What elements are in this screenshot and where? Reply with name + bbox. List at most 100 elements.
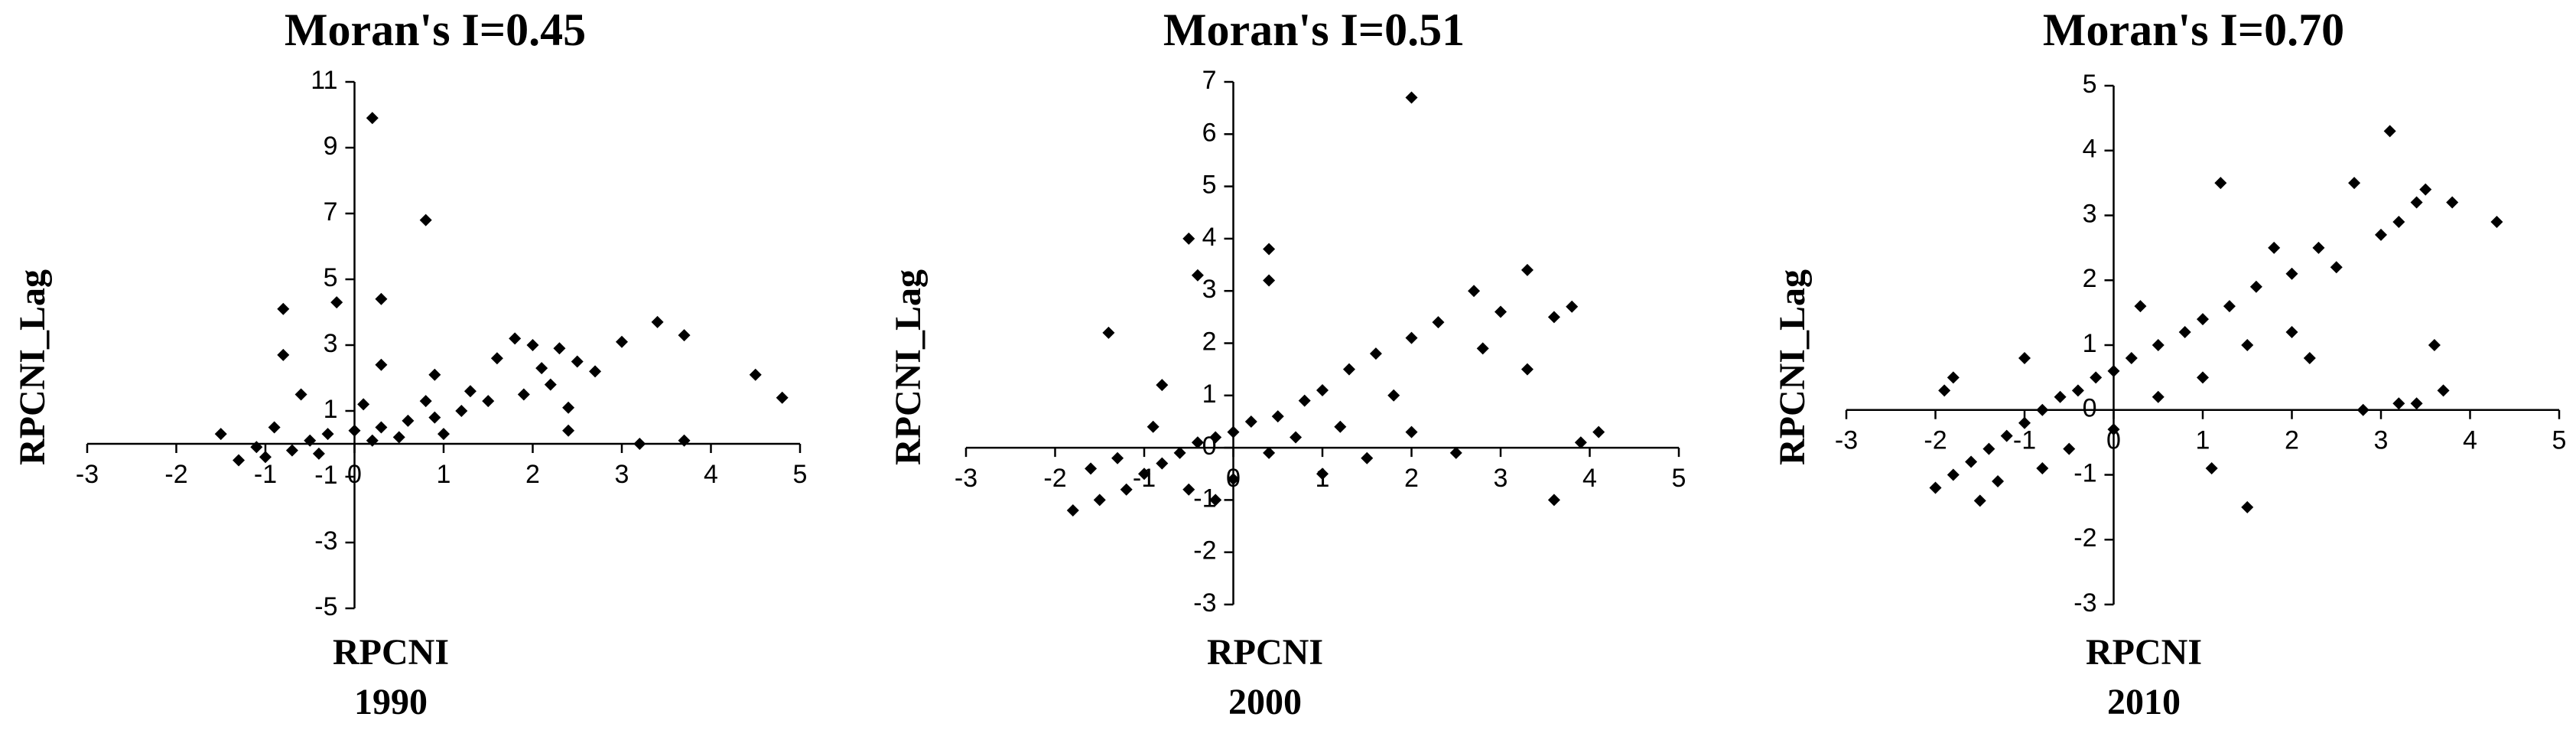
x-axis-label: RPCNI: [2086, 632, 2202, 673]
x-tick-label: -2: [1043, 464, 1066, 493]
x-tick-label: 0: [2106, 426, 2121, 455]
point: [1156, 379, 1169, 392]
point: [1449, 446, 1462, 459]
point: [2348, 177, 2361, 190]
point: [321, 428, 334, 441]
point: [2375, 228, 2387, 241]
point: [2437, 384, 2450, 397]
point: [2223, 300, 2236, 313]
point: [1334, 420, 1347, 433]
x-tick-label: 4: [1582, 464, 1597, 493]
y-tick-label: 2: [1202, 327, 1217, 356]
point: [1495, 305, 1507, 318]
point: [375, 292, 388, 305]
y-tick-label: 7: [1202, 66, 1217, 95]
point: [2090, 371, 2103, 384]
point: [1298, 394, 1311, 407]
y-axis-label: RPCNI_Lag: [12, 269, 53, 465]
y-axis-label: RPCNI_Lag: [1772, 269, 1813, 465]
chart-title: Moran's I=0.51: [1163, 5, 1465, 55]
point: [544, 378, 557, 391]
x-tick-label: 5: [1672, 464, 1686, 493]
point: [1263, 274, 1276, 287]
y-tick-label: 1: [1202, 380, 1217, 409]
point: [553, 342, 566, 355]
point: [1929, 481, 1942, 494]
point: [2134, 300, 2147, 313]
point: [2036, 403, 2049, 416]
point: [1947, 468, 1960, 481]
point: [330, 296, 343, 309]
point: [1182, 483, 1195, 496]
x-tick-label: -1: [254, 460, 277, 489]
point: [1227, 473, 1240, 486]
chart-title: Moran's I=0.70: [2043, 5, 2344, 55]
point: [1227, 425, 1240, 438]
y-tick-label: -3: [314, 526, 337, 556]
point: [437, 428, 450, 441]
x-tick-label: 1: [437, 460, 451, 489]
point: [1290, 431, 1303, 444]
point: [428, 368, 441, 381]
y-tick-label: 11: [311, 66, 337, 95]
point: [455, 405, 468, 417]
x-tick-label: -3: [76, 460, 99, 489]
point: [2446, 196, 2459, 209]
point: [2107, 364, 2120, 377]
x-tick-label: 2: [2285, 426, 2299, 455]
x-tick-label: 2: [525, 460, 540, 489]
point: [2205, 462, 2218, 475]
point: [1361, 451, 1374, 464]
point: [571, 355, 584, 368]
point: [1405, 91, 1418, 104]
point: [616, 335, 628, 348]
x-tick-label: -2: [1924, 426, 1947, 455]
point: [419, 395, 432, 408]
point: [589, 365, 602, 378]
point: [2241, 500, 2254, 513]
point: [392, 431, 405, 444]
point: [1271, 410, 1284, 423]
point: [1938, 384, 1951, 397]
point: [535, 362, 548, 375]
point: [1592, 425, 1605, 438]
point: [348, 424, 361, 437]
y-tick-label: 2: [2083, 264, 2097, 293]
point: [2410, 196, 2423, 209]
x-tick-label: -3: [1835, 426, 1858, 455]
point: [1263, 446, 1276, 459]
point: [1147, 420, 1160, 433]
point: [562, 424, 575, 437]
subtitle: 2010: [2107, 682, 2181, 722]
point: [2249, 280, 2262, 293]
point: [2312, 241, 2325, 254]
point: [1566, 300, 1579, 313]
y-tick-label: 9: [324, 132, 338, 161]
point: [2107, 423, 2120, 436]
point: [294, 388, 307, 401]
point: [1156, 457, 1169, 470]
y-tick-label: -1: [2073, 458, 2096, 487]
point: [2285, 267, 2298, 280]
point: [2000, 429, 2013, 442]
point: [1316, 468, 1329, 481]
point: [1369, 347, 1382, 360]
point: [509, 332, 522, 345]
point: [428, 411, 441, 424]
point: [1173, 446, 1186, 459]
point: [2285, 326, 2298, 339]
point: [526, 339, 539, 351]
point: [1547, 311, 1560, 324]
y-tick-label: -3: [2073, 588, 2096, 618]
point: [1405, 425, 1418, 438]
chart-title: Moran's I=0.45: [285, 5, 586, 55]
point: [2419, 183, 2432, 196]
point: [678, 434, 691, 447]
point: [2036, 462, 2049, 475]
point: [2197, 313, 2209, 326]
point: [2018, 351, 2031, 364]
y-tick-label: -2: [2073, 523, 2096, 552]
point: [2063, 442, 2076, 455]
point: [2152, 339, 2165, 351]
x-tick-label: 0: [347, 460, 362, 489]
